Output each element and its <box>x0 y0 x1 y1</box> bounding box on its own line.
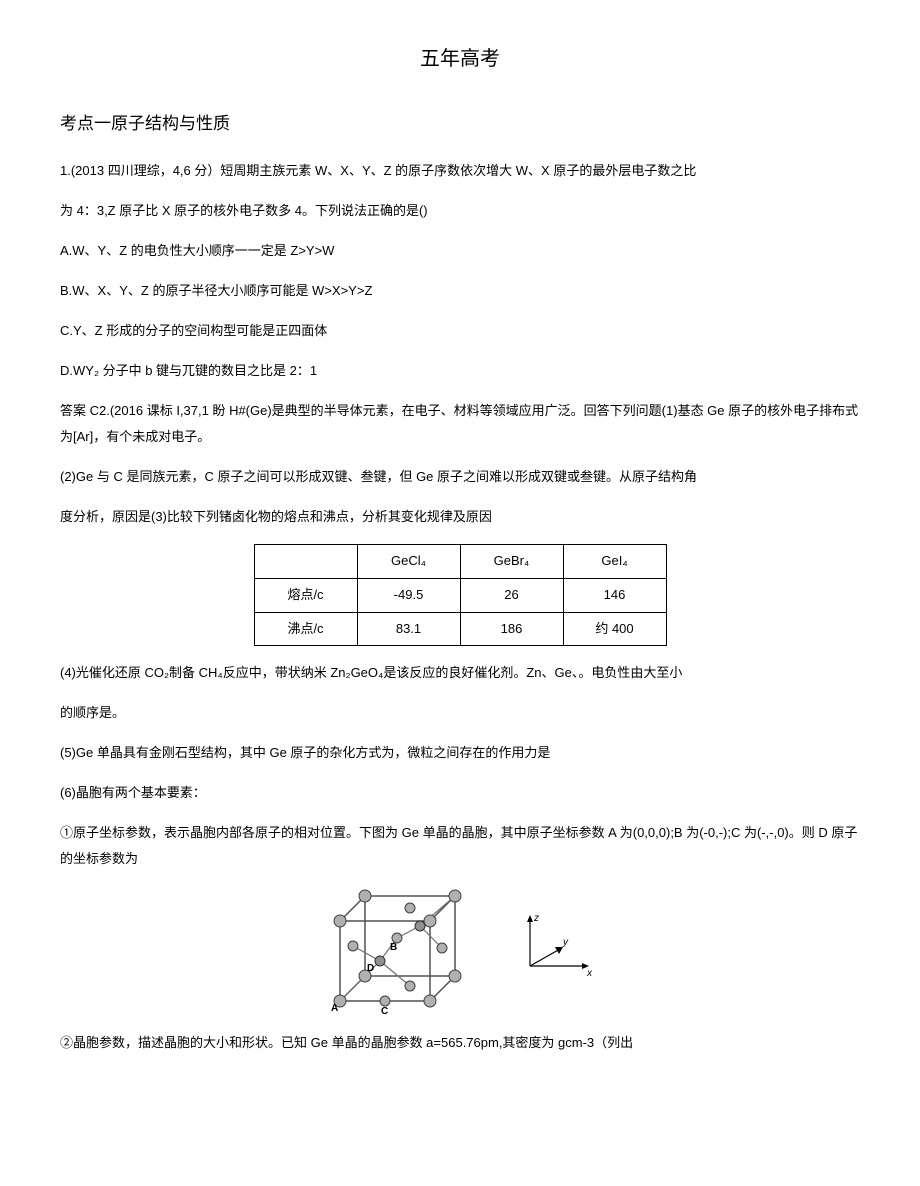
page-title: 五年高考 <box>60 40 860 78</box>
q2-answer-intro: 答案 C2.(2016 课标 I,37,1 盼 H#(Ge)是典型的半导体元素，… <box>60 398 860 450</box>
table-cell: -49.5 <box>357 578 460 612</box>
atom-label-b: B <box>390 942 397 953</box>
q1-option-b: B.W、X、Y、Z 的原子半径大小顺序可能是 W>X>Y>Z <box>60 278 860 304</box>
table-header-cell: GeI₄ <box>563 545 666 579</box>
table-cell: 熔点/c <box>254 578 357 612</box>
q1-option-c: C.Y、Z 形成的分子的空间构型可能是正四面体 <box>60 318 860 344</box>
table-cell: 186 <box>460 612 563 646</box>
table-cell: 沸点/c <box>254 612 357 646</box>
q2-part6a: ①原子坐标参数，表示晶胞内部各原子的相对位置。下图为 Ge 单晶的晶胞，其中原子… <box>60 820 860 872</box>
table-cell: 26 <box>460 578 563 612</box>
figure-row: A B C D z y x <box>60 886 860 1016</box>
table-row: 熔点/c -49.5 26 146 <box>254 578 666 612</box>
coordinate-axes-icon: z y x <box>505 911 595 991</box>
table-header-cell: GeCl₄ <box>357 545 460 579</box>
q1-stem-line1: 1.(2013 四川理综，4,6 分）短周期主族元素 W、X、Y、Z 的原子序数… <box>60 158 860 184</box>
table-row: 沸点/c 83.1 186 约 400 <box>254 612 666 646</box>
atom-label-c: C <box>381 1006 388 1016</box>
q1-option-d: D.WY₂ 分子中 b 键与兀键的数目之比是 2：1 <box>60 358 860 384</box>
section-heading: 考点一原子结构与性质 <box>60 108 860 140</box>
table-header-row: GeCl₄ GeBr₄ GeI₄ <box>254 545 666 579</box>
table-header-cell: GeBr₄ <box>460 545 563 579</box>
q2-part2: (2)Ge 与 C 是同族元素，C 原子之间可以形成双键、叁键，但 Ge 原子之… <box>60 464 860 490</box>
axis-label-x: x <box>586 968 593 979</box>
q2-part4b: 的顺序是。 <box>60 700 860 726</box>
q2-part4: (4)光催化还原 CO₂制备 CH₄反应中，带状纳米 Zn₂GeO₄是该反应的良… <box>60 660 860 686</box>
q2-part3: 度分析，原因是(3)比较下列锗卤化物的熔点和沸点，分析其变化规律及原因 <box>60 504 860 530</box>
q2-part6b: ②晶胞参数，描述晶胞的大小和形状。已知 Ge 单晶的晶胞参数 a=565.76p… <box>60 1030 860 1056</box>
crystal-unit-cell-icon: A B C D <box>325 886 475 1016</box>
table-header-cell <box>254 545 357 579</box>
table-cell: 146 <box>563 578 666 612</box>
table-cell: 约 400 <box>563 612 666 646</box>
atom-label-d: D <box>367 963 374 974</box>
table-cell: 83.1 <box>357 612 460 646</box>
q1-stem-line2: 为 4：3,Z 原子比 X 原子的核外电子数多 4。下列说法正确的是() <box>60 198 860 224</box>
q2-part6: (6)晶胞有两个基本要素： <box>60 780 860 806</box>
q1-option-a: A.W、Y、Z 的电负性大小顺序一一定是 Z>Y>W <box>60 238 860 264</box>
axis-label-y: y <box>562 937 569 948</box>
q2-part5: (5)Ge 单晶具有金刚石型结构，其中 Ge 原子的杂化方式为，微粒之间存在的作… <box>60 740 860 766</box>
axis-label-z: z <box>533 913 539 924</box>
halide-table: GeCl₄ GeBr₄ GeI₄ 熔点/c -49.5 26 146 沸点/c … <box>254 544 667 646</box>
atom-label-a: A <box>331 1003 338 1014</box>
